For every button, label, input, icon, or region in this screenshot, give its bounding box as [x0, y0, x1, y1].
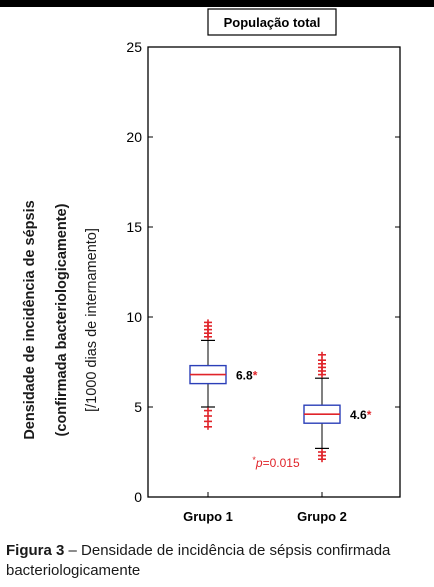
- y-axis-label-line-1: Densidade de incidência de sépsis: [22, 200, 38, 440]
- y-tick-label: 5: [134, 399, 142, 415]
- y-tick-label: 15: [126, 219, 142, 235]
- caption-text: – Densidade de incidência de sépsis conf…: [6, 542, 391, 579]
- box-plot-chart: 0 5 10 15 20 25 Grupo 1 Grupo 2 6.8* 4.6* Popul…: [126, 8, 401, 524]
- median-value-label: 6.8*: [236, 369, 258, 383]
- x-axis: Grupo 1 Grupo 2: [183, 492, 347, 524]
- figure-caption: Figura 3 – Densidade de incidência de sé…: [6, 541, 428, 581]
- chart-title: População total: [224, 15, 321, 30]
- y-axis: 0 5 10 15 20 25: [126, 39, 400, 505]
- y-axis-label-line-2: (confirmada bacteriologicamente): [54, 203, 70, 437]
- median-value-label: 4.6*: [350, 408, 372, 422]
- top-bar: [0, 0, 434, 7]
- x-tick-label: Grupo 1: [183, 509, 233, 524]
- p-value-annotation: *p=0.015: [252, 455, 300, 470]
- y-axis-label-line-3: [/1000 dias de internamento]: [84, 228, 100, 412]
- x-tick-label: Grupo 2: [297, 509, 347, 524]
- caption-label: Figura 3: [6, 542, 65, 559]
- plot-area: [147, 46, 401, 498]
- y-tick-label: 25: [126, 39, 142, 55]
- boxes: 6.8* 4.6*: [189, 319, 372, 463]
- y-tick-label: 20: [126, 129, 142, 145]
- title-box: [207, 8, 337, 36]
- y-tick-label: 10: [126, 309, 142, 325]
- y-tick-label: 0: [134, 489, 142, 505]
